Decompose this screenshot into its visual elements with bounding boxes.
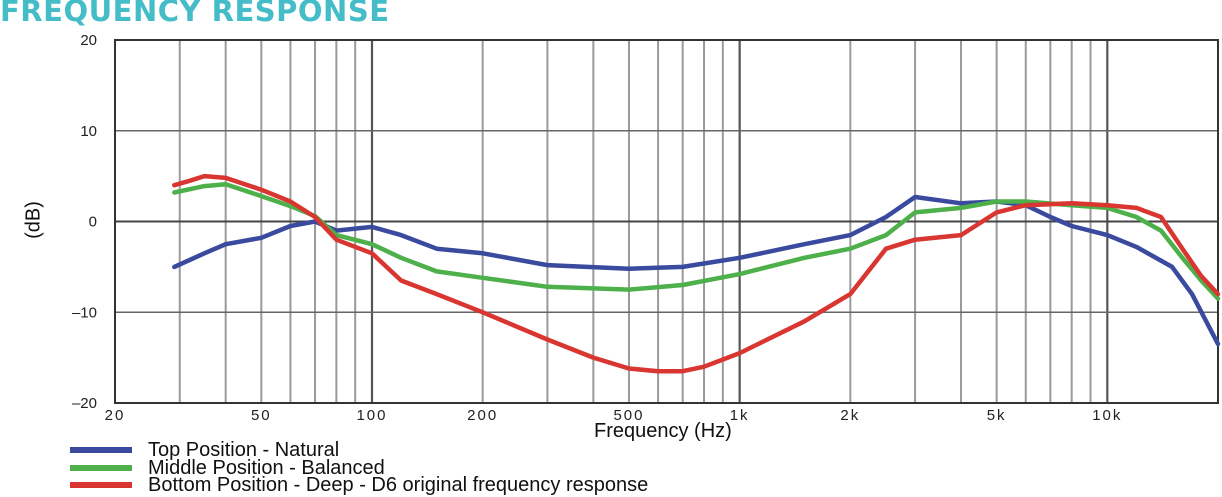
series-line-middle [172, 182, 1221, 301]
x-tick-label: 1k [730, 407, 750, 424]
legend-label: Middle Position - Balanced [148, 457, 385, 479]
x-tick-label: 10k [1092, 407, 1122, 424]
legend-swatch-blue [70, 447, 132, 453]
legend-label: Top Position - Natural [148, 439, 340, 461]
y-tick-label: 0 [89, 214, 97, 231]
x-tick-label: 100 [356, 407, 387, 424]
chart-title: FREQUENCY RESPONSE [0, 0, 390, 28]
y-tick-label: 20 [80, 32, 97, 49]
x-tick-label: 200 [467, 407, 498, 424]
x-axis-label: Frequency (Hz) [594, 420, 732, 442]
legend-label: Bottom Position - Deep - D6 original fre… [148, 474, 649, 496]
legend-swatch-green [70, 465, 132, 471]
y-tick-label: –20 [72, 395, 97, 412]
x-tick-label: 5k [987, 407, 1007, 424]
legend-swatch-red [70, 482, 132, 488]
plot-frame [114, 39, 1219, 404]
y-axis-label: (dB) [22, 201, 45, 239]
legend-item-top: Top Position - Natural [70, 440, 339, 460]
x-tick-label: 500 [613, 407, 644, 424]
x-tick-label: 50 [251, 407, 272, 424]
y-tick-label: –10 [72, 304, 97, 321]
legend-item-bottom: Bottom Position - Deep - D6 original fre… [70, 475, 648, 495]
x-tick-label: 20 [105, 407, 126, 424]
x-tick-label: 2k [840, 407, 860, 424]
legend-item-middle: Middle Position - Balanced [70, 458, 385, 478]
y-tick-label: 10 [80, 123, 97, 140]
series-line-bottom [172, 173, 1221, 374]
series-line-top [172, 194, 1221, 347]
